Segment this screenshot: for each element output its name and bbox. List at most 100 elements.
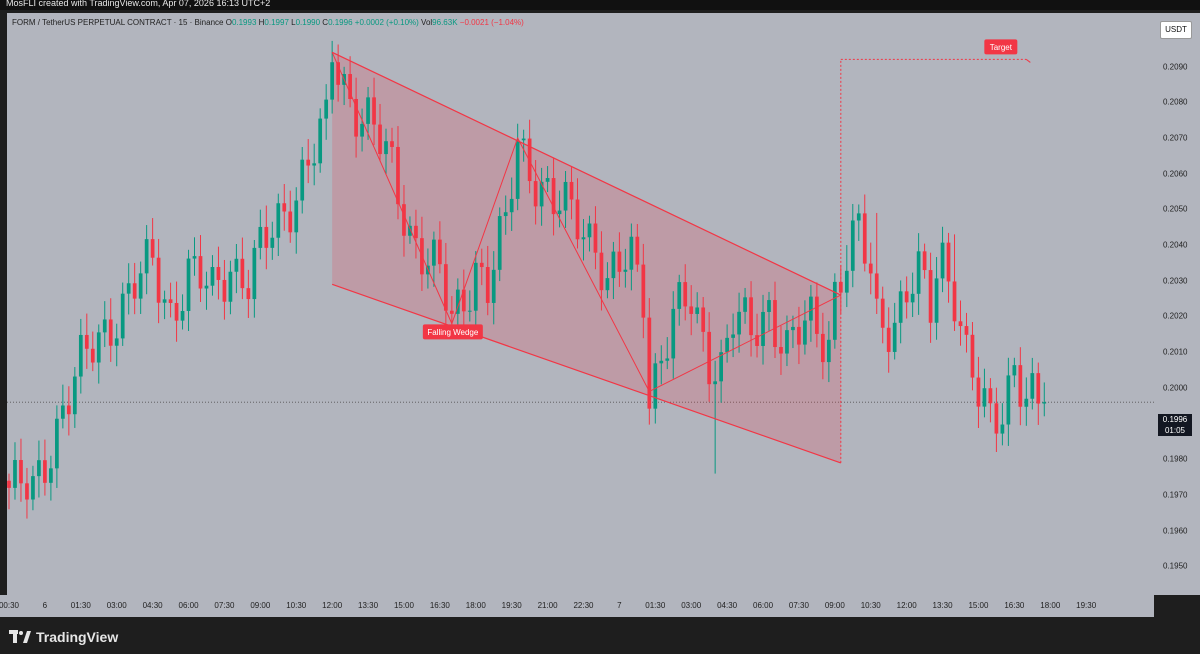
candle-body — [414, 225, 418, 239]
candle-body — [432, 239, 436, 266]
candle-body — [521, 138, 526, 141]
candle-body — [856, 213, 861, 221]
candle-body — [832, 281, 837, 340]
candle-body — [479, 262, 484, 268]
y-tick-label: 0.2090 — [1163, 62, 1188, 72]
candle-body — [264, 226, 269, 248]
target-arrow — [1026, 59, 1031, 63]
candle-body — [677, 282, 682, 309]
candle-body — [767, 300, 771, 312]
candle-body — [210, 267, 215, 286]
candle-body — [982, 388, 987, 407]
x-tick-label: 01:30 — [645, 601, 666, 610]
candle-body — [378, 124, 382, 155]
candle-body — [803, 320, 807, 345]
candle-body — [252, 247, 257, 300]
x-tick-label: 18:00 — [1040, 601, 1061, 610]
candle-body — [438, 239, 442, 265]
candle-body — [108, 319, 113, 346]
candle-body — [1042, 402, 1047, 404]
candle-body — [491, 269, 496, 303]
candle-body — [37, 460, 41, 477]
x-tick-label: 12:00 — [896, 601, 917, 610]
candle-body — [288, 211, 293, 233]
change-value: +0.0002 (+0.10%) — [354, 18, 419, 27]
candle-body — [988, 388, 993, 404]
candle-body — [384, 141, 388, 155]
price-axis[interactable]: 0.21000.20900.20800.20700.20600.20500.20… — [1154, 13, 1200, 595]
open-value: 0.1993 — [231, 18, 257, 27]
candle-body — [246, 288, 251, 300]
candle-body — [868, 263, 873, 274]
candle-body — [19, 460, 23, 484]
candle-body — [838, 281, 843, 293]
candlestick-chart[interactable]: Falling Wedge Target — [7, 13, 1154, 595]
candle-body — [7, 480, 11, 488]
candle-body — [605, 278, 610, 291]
candle-body — [31, 476, 35, 500]
candle-body — [743, 297, 747, 312]
candle-body — [719, 352, 723, 382]
candle-body — [276, 203, 281, 238]
candle-body — [1030, 373, 1035, 399]
candle-body — [874, 273, 879, 299]
candle-body — [390, 141, 394, 147]
candle-body — [599, 252, 604, 291]
y-tick-label: 0.1950 — [1163, 561, 1188, 571]
tradingview-brand[interactable]: TradingView — [9, 628, 118, 646]
candle-body — [695, 307, 700, 314]
symbol-name[interactable]: FORM / TetherUS PERPETUAL CONTRACT · 15 … — [12, 18, 224, 27]
plot-area[interactable]: Falling Wedge Target — [7, 13, 1154, 595]
candle-body — [78, 334, 83, 377]
candle-body — [725, 337, 729, 353]
close-label: C — [322, 18, 329, 27]
y-tick-label: 0.2040 — [1163, 240, 1188, 250]
candle-body — [43, 460, 47, 483]
candle-body — [348, 74, 352, 99]
candle-body — [55, 418, 59, 469]
candle-body — [168, 299, 173, 303]
candle-body — [629, 236, 634, 270]
candle-body — [300, 159, 305, 201]
candle-body — [587, 223, 592, 238]
candle-body — [294, 200, 299, 233]
x-tick-label: 04:30 — [717, 601, 738, 610]
x-tick-label: 13:30 — [932, 601, 953, 610]
candle-body — [976, 377, 981, 407]
candle-body — [228, 271, 233, 302]
candle-body — [994, 403, 999, 434]
candle-body — [13, 460, 17, 488]
candle-body — [222, 279, 227, 302]
candle-body — [563, 181, 568, 211]
low-value: 0.1990 — [295, 18, 321, 27]
candle-body — [258, 226, 263, 248]
candle-body — [821, 333, 825, 363]
candle-body — [120, 293, 125, 339]
currency-button[interactable]: USDT — [1160, 21, 1192, 39]
x-tick-label: 10:30 — [286, 601, 307, 610]
y-tick-label: 0.1960 — [1163, 526, 1188, 536]
candle-body — [922, 251, 927, 271]
candle-body — [443, 264, 448, 311]
candle-body — [815, 296, 819, 334]
candle-body — [515, 140, 520, 199]
x-tick-label: 21:00 — [537, 601, 558, 610]
candle-body — [461, 289, 466, 312]
candle-body — [1006, 375, 1011, 425]
candle-body — [180, 310, 185, 321]
candle-body — [659, 360, 664, 364]
candle-body — [198, 256, 203, 289]
time-axis[interactable]: 00:30 6 01:30 03:00 04:30 06:00 07:30 09:00 10:3… — [0, 595, 1154, 617]
candle-body — [282, 203, 287, 212]
candle-body — [216, 267, 221, 280]
candle-body — [306, 159, 311, 166]
x-tick-label: 16:30 — [1004, 601, 1025, 610]
x-tick-label: 06:00 — [178, 601, 199, 610]
candle-body — [1036, 373, 1041, 404]
candle-body — [366, 97, 370, 124]
y-tick-label: 0.2010 — [1163, 347, 1188, 357]
x-tick-label: 22:30 — [573, 601, 594, 610]
x-tick-label: 09:00 — [250, 601, 271, 610]
x-tick-label: 01:30 — [70, 601, 91, 610]
candle-body — [156, 257, 161, 303]
